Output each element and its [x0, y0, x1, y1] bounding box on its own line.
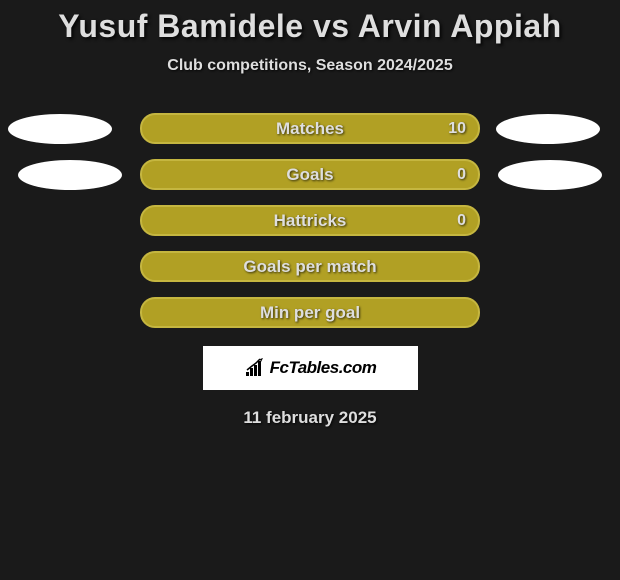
stat-row-goals: Goals 0 — [0, 159, 620, 190]
comparison-widget: Yusuf Bamidele vs Arvin Appiah Club comp… — [0, 0, 620, 428]
stat-row-hattricks: Hattricks 0 — [0, 205, 620, 236]
stat-bar: Goals per match — [140, 251, 480, 282]
player1-marker-icon — [18, 160, 122, 190]
page-title: Yusuf Bamidele vs Arvin Appiah — [0, 8, 620, 45]
stat-value: 0 — [457, 212, 466, 230]
stat-row-min-per-goal: Min per goal — [0, 297, 620, 328]
logo-text: FcTables.com — [270, 358, 377, 378]
vs-separator: vs — [313, 8, 350, 44]
chart-icon — [244, 358, 266, 378]
stat-row-goals-per-match: Goals per match — [0, 251, 620, 282]
stat-label: Hattricks — [274, 211, 347, 231]
date-text: 11 february 2025 — [0, 408, 620, 428]
stat-value: 10 — [448, 120, 466, 138]
stats-area: Matches 10 Goals 0 Hattricks 0 Goals per… — [0, 113, 620, 328]
subtitle: Club competitions, Season 2024/2025 — [0, 57, 620, 75]
stat-label: Goals — [286, 165, 333, 185]
stat-label: Min per goal — [260, 303, 360, 323]
stat-bar: Matches 10 — [140, 113, 480, 144]
player2-name: Arvin Appiah — [358, 8, 562, 44]
logo-box[interactable]: FcTables.com — [203, 346, 418, 390]
player2-marker-icon — [496, 114, 600, 144]
stat-bar: Hattricks 0 — [140, 205, 480, 236]
stat-value: 0 — [457, 166, 466, 184]
stat-label: Goals per match — [243, 257, 376, 277]
stat-bar: Goals 0 — [140, 159, 480, 190]
stat-bar: Min per goal — [140, 297, 480, 328]
stat-row-matches: Matches 10 — [0, 113, 620, 144]
player1-name: Yusuf Bamidele — [58, 8, 303, 44]
logo-inner: FcTables.com — [244, 358, 377, 378]
player2-marker-icon — [498, 160, 602, 190]
stat-label: Matches — [276, 119, 344, 139]
player1-marker-icon — [8, 114, 112, 144]
